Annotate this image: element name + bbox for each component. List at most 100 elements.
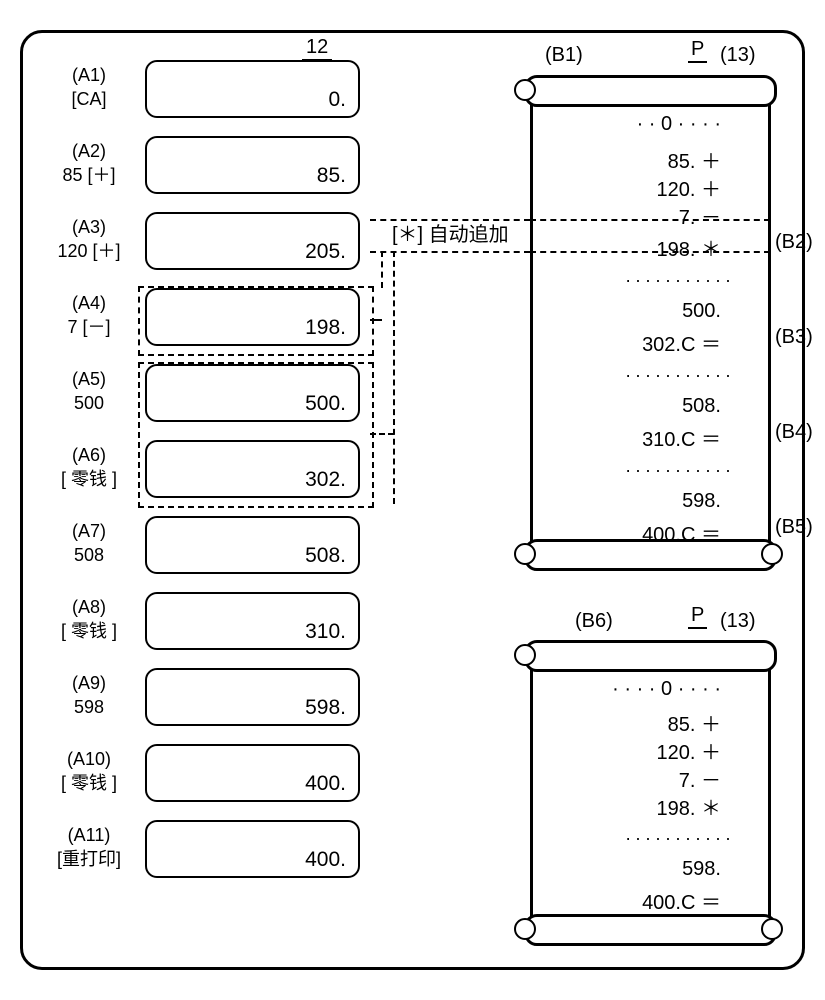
- tape-roll-top: [524, 640, 777, 672]
- row-labels: (A4)7 [－]: [40, 292, 138, 338]
- row-labels: (A6)[ 零钱 ]: [40, 444, 138, 490]
- display-value: 0.: [328, 88, 346, 112]
- tape-line: 120. ＋: [657, 173, 721, 202]
- b1-label: (B1): [545, 44, 583, 67]
- row-labels: (A8)[ 零钱 ]: [40, 596, 138, 642]
- row-label-2: 7 [－]: [40, 316, 138, 338]
- tape-curl-top: [514, 644, 536, 666]
- b-label: (B2): [775, 231, 813, 254]
- row-label-1: (A8): [40, 596, 138, 618]
- tape-line: 508.: [682, 395, 721, 418]
- row-label-1: (A4): [40, 292, 138, 314]
- display-value: 400.: [305, 772, 346, 796]
- display-box: 205.: [145, 212, 360, 270]
- b-label: (B3): [775, 326, 813, 349]
- display-row: (A8)[ 零钱 ] 310.: [40, 590, 380, 666]
- tape-line: 7. －: [679, 201, 721, 230]
- display-value: 205.: [305, 240, 346, 264]
- row-label-2: [重打印]: [40, 848, 138, 870]
- b-label: (B5): [775, 516, 813, 539]
- tape-line: 85. ＋: [668, 145, 721, 174]
- tape-line: 598.: [682, 490, 721, 513]
- tape-curl-bottom-left: [514, 543, 536, 565]
- display-value: 85.: [317, 164, 346, 188]
- row-labels: (A10)[ 零钱 ]: [40, 748, 138, 794]
- dash-h-a6: [370, 433, 394, 435]
- display-box: 85.: [145, 136, 360, 194]
- display-box: 598.: [145, 668, 360, 726]
- row-label-1: (A5): [40, 368, 138, 390]
- display-box: 400.: [145, 820, 360, 878]
- dash-group-a4: [138, 286, 374, 356]
- row-labels: (A2)85 [＋]: [40, 140, 138, 186]
- row-label-2: [ 零钱 ]: [40, 772, 138, 794]
- display-box: 508.: [145, 516, 360, 574]
- row-labels: (A5)500: [40, 368, 138, 414]
- tape-line: 598.: [682, 858, 721, 881]
- tape-line: 85. ＋: [668, 708, 721, 737]
- tape-line: 400.C ＝: [642, 886, 721, 915]
- row-label-1: (A6): [40, 444, 138, 466]
- tape-line: 310.C ＝: [642, 423, 721, 452]
- row-labels: (A1)[CA]: [40, 64, 138, 110]
- display-value: 508.: [305, 544, 346, 568]
- p-label-1: P: [688, 38, 707, 63]
- row-label-2: 508: [40, 544, 138, 566]
- display-box: 400.: [145, 744, 360, 802]
- b6-label: (B6): [575, 610, 613, 633]
- diagram-frame: 12 (A1)[CA]0.(A2)85 [＋]85.(A3)120 [＋]205…: [0, 0, 825, 1000]
- row-label-1: (A3): [40, 216, 138, 238]
- dash-v-a6: [393, 251, 395, 504]
- tape-curl-bottom-left: [514, 918, 536, 940]
- tape-line: 198. ＊: [657, 233, 721, 262]
- tape-line: 500.: [682, 300, 721, 323]
- tape-line: 7. －: [679, 764, 721, 793]
- row-label-1: (A9): [40, 672, 138, 694]
- dash-group-a5a6: [138, 362, 374, 508]
- p-label-2: P: [688, 604, 707, 629]
- row-label-2: [CA]: [40, 88, 138, 110]
- row-label-1: (A1): [40, 64, 138, 86]
- row-label-1: (A7): [40, 520, 138, 542]
- tape-dots: ···········: [560, 460, 735, 481]
- display-value: 400.: [305, 848, 346, 872]
- dash-h-a4: [370, 319, 382, 321]
- row-label-2: [ 零钱 ]: [40, 468, 138, 490]
- row-label-2: [ 零钱 ]: [40, 620, 138, 642]
- display-row: (A9)598 598.: [40, 666, 380, 742]
- row-labels: (A11)[重打印]: [40, 824, 138, 870]
- tape-curl-top: [514, 79, 536, 101]
- display-row: (A10)[ 零钱 ] 400.: [40, 742, 380, 818]
- tape-roll-top: [524, 75, 777, 107]
- tape-line: 400.C ＝: [642, 518, 721, 547]
- dash-v-a4: [381, 251, 383, 288]
- tape-line: 120. ＋: [657, 736, 721, 765]
- dash-connector-top: [370, 219, 530, 221]
- tape-dots: ···········: [560, 270, 735, 291]
- display-value: 598.: [305, 696, 346, 720]
- display-row: (A2)85 [＋] 85.: [40, 134, 380, 210]
- row-label-2: 500: [40, 392, 138, 414]
- row-label-1: (A10): [40, 748, 138, 770]
- tape-curl-bottom: [761, 543, 783, 565]
- tape-line: · · · · 0 · · · ·: [612, 678, 721, 701]
- auto-append-label: [＊] 自动追加: [392, 218, 509, 247]
- tape-dots: ···········: [560, 828, 735, 849]
- row-label-1: (A11): [40, 824, 138, 846]
- tape-curl-bottom: [761, 918, 783, 940]
- row-label-2: 120 [＋]: [40, 240, 138, 262]
- display-row: (A1)[CA] 0.: [40, 58, 380, 134]
- display-row: (A7)508 508.: [40, 514, 380, 590]
- display-row: (A11)[重打印] 400.: [40, 818, 380, 894]
- row-label-2: 598: [40, 696, 138, 718]
- tape-line: 198. ＊: [657, 792, 721, 821]
- ref13-label-1: (13): [720, 44, 756, 67]
- display-box: 0.: [145, 60, 360, 118]
- row-label-2: 85 [＋]: [40, 164, 138, 186]
- display-value: 310.: [305, 620, 346, 644]
- row-labels: (A7)508: [40, 520, 138, 566]
- tape-line: 302.C ＝: [642, 328, 721, 357]
- tape-dots: ···········: [560, 365, 735, 386]
- row-labels: (A3)120 [＋]: [40, 216, 138, 262]
- display-row: (A3)120 [＋] 205.: [40, 210, 380, 286]
